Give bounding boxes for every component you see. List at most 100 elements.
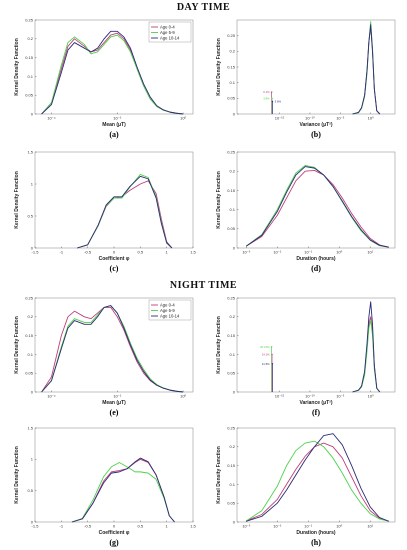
series-line-1 [246,169,389,248]
x-axis-label: Mean (μT) [102,400,126,406]
y-tick-label: 0.2 [27,36,33,41]
chart-panel-f: 0 0.05 0.1 0.15 0.2 0.25 10⁻¹⁵ 10⁻¹⁰ 10⁻⁵ 10⁰ Kern… [216,295,396,417]
y-tick-label: 0 [31,111,34,116]
x-axis-label: Duration (hours) [296,256,335,262]
y-tick-label: 0 [233,519,236,524]
x-tick-label: 0 [113,250,116,255]
chart-panel-c: 0 0.5 1 1.5 -1.5 -1 -0.5 0 0.5 1 1.5 Kernel Density… [14,149,197,273]
plot-area-frame [34,297,194,393]
plot-area-frame [236,297,396,393]
series-line-2 [71,462,175,523]
y-axis-label: Kernel Density Function [216,316,222,374]
panel-label: (a) [109,130,119,139]
y-tick-label: 1 [31,181,34,186]
y-tick-label: 0 [31,519,34,524]
y-tick-label: 0 [31,245,34,250]
x-tick-label: 10⁻² [113,394,122,399]
x-tick-label: -0.5 [84,250,92,255]
x-tick-label: -1.5 [32,524,40,529]
spike-label: 20.21% [260,345,270,349]
x-tick-label: 0.5 [138,250,144,255]
spike-label: 11.5% [262,362,270,366]
legend-entry: Age 10-14 [160,36,180,41]
panel-label: (f) [312,408,320,417]
x-tick-label: 1 [166,524,169,529]
x-tick-label: 10⁰ [368,394,374,399]
y-tick-label: 0.05 [227,226,236,231]
series-line-3 [352,24,381,115]
x-tick-label: 10⁻¹⁰ [305,116,315,121]
y-axis-label: Kernel Density Function [216,171,222,229]
y-tick-label: 0.25 [227,33,236,38]
y-tick-label: 0.1 [229,352,235,357]
y-tick-label: 0.2 [27,314,33,319]
plot-area-frame [236,151,396,249]
day-time-heading: DAY TIME [176,2,231,13]
chart-panel-b: 0 0.05 0.1 0.15 0.2 0.25 10⁻¹⁵ 10⁻¹⁰ 10⁻⁵ 10⁰ Kern… [216,19,396,139]
y-tick-label: 0.25 [227,425,236,430]
x-tick-label: -1.5 [32,250,40,255]
y-tick-label: 0.15 [227,333,236,338]
x-tick-label: 10⁻¹ [304,250,313,255]
x-axis-label: Mean (μT) [102,122,126,128]
spike-label: 3.8% [263,96,270,100]
y-tick-label: 0.15 [25,55,34,60]
panel-label: (c) [110,264,119,273]
plot-area-frame [34,427,194,523]
series-line-3 [246,166,389,248]
y-tick-label: 0.05 [227,96,236,101]
y-tick-label: 0.2 [229,314,235,319]
x-tick-label: 1 [166,250,169,255]
y-tick-label: 0.2 [229,169,235,174]
y-axis-label: Kernel Density Function [14,446,20,504]
legend-box [148,21,192,43]
spike-marker [270,91,273,93]
x-tick-label: 10⁰ [368,116,374,121]
y-tick-label: 0.15 [227,188,236,193]
spike-marker [271,353,273,356]
y-axis-label: Kernel Density Function [216,446,222,504]
spike-label: 14.1% [262,352,270,356]
y-tick-label: 0.2 [229,444,235,449]
y-tick-label: 0.2 [229,49,235,54]
series-line-2 [41,34,184,115]
y-tick-label: 0.05 [25,371,34,376]
y-tick-label: 1.5 [27,425,33,430]
x-tick-label: 10¹ [367,524,373,529]
plot-area-frame [236,427,396,523]
y-tick-label: 0 [233,389,236,394]
x-tick-label: 10⁻² [273,250,282,255]
chart-panel-h: 0 0.05 0.1 0.15 0.2 0.25 10⁻³ 10⁻² 10⁻¹ 10⁰ 10¹ Ker… [216,425,396,547]
spike-label: 3.6% [275,99,282,103]
x-tick-label: 10⁻⁵ [336,116,345,121]
plot-area-frame [34,19,194,115]
x-tick-label: 10¹ [367,250,373,255]
chart-panel-d: 0 0.05 0.1 0.15 0.2 0.25 10⁻³ 10⁻² 10⁻¹ 10⁰ 10¹ Ker… [216,149,396,273]
y-tick-label: 0.5 [27,488,33,493]
x-tick-label: 0 [113,524,116,529]
x-tick-label: 10⁻² [113,116,122,121]
x-tick-label: 10⁻¹⁵ [275,116,285,121]
panel-label: (e) [110,408,119,417]
y-tick-label: 0 [31,389,34,394]
panel-label: (h) [311,538,321,547]
x-tick-label: 1.5 [190,250,196,255]
x-axis-label: Duration (hours) [296,530,335,536]
spike-marker [271,97,273,100]
x-tick-label: 10⁻² [273,524,282,529]
y-tick-label: 0.15 [227,463,236,468]
y-tick-label: 0.1 [229,207,235,212]
y-axis-label: Kernel Density Function [14,171,20,229]
x-tick-label: 10⁰ [180,394,186,399]
y-tick-label: 0.1 [229,482,235,487]
y-tick-label: 0.25 [227,149,236,154]
x-tick-label: -0.5 [84,524,92,529]
legend-entry: Age 10-14 [160,314,180,319]
x-tick-label: 10⁻⁴ [47,116,56,121]
spike-marker [270,346,273,348]
y-tick-label: 0.05 [227,501,236,506]
y-tick-label: 1 [31,457,34,462]
spike-marker [271,100,274,103]
series-line-3 [352,301,381,393]
y-tick-label: 0.05 [227,371,236,376]
